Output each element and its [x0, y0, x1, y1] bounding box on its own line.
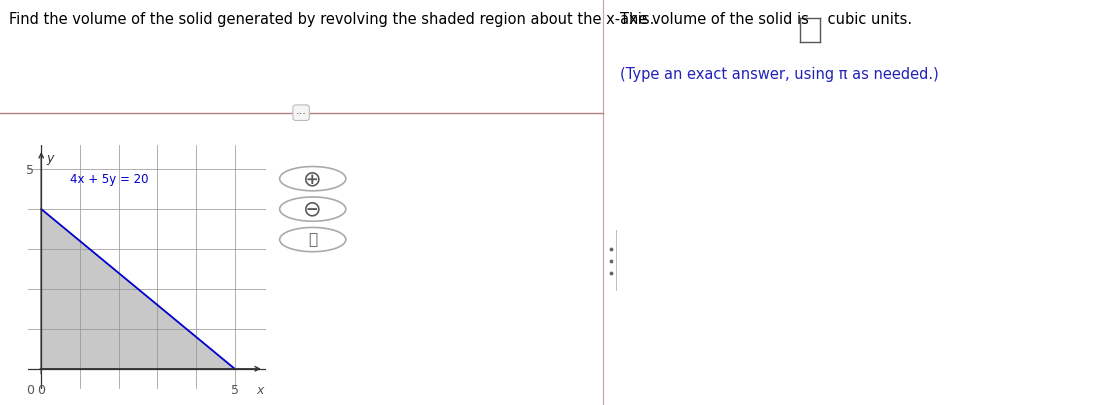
Text: ⊕: ⊕ — [303, 169, 322, 189]
Text: ⧉: ⧉ — [308, 232, 318, 247]
Circle shape — [280, 228, 345, 252]
Text: 5: 5 — [230, 383, 239, 396]
Text: ⊖: ⊖ — [303, 199, 322, 219]
Circle shape — [280, 198, 345, 222]
Text: (Type an exact answer, using π as needed.): (Type an exact answer, using π as needed… — [620, 67, 939, 82]
Text: 5: 5 — [27, 163, 34, 176]
Text: 4x + 5y = 20: 4x + 5y = 20 — [70, 173, 148, 185]
Text: y: y — [45, 152, 53, 165]
Text: 0: 0 — [27, 383, 34, 396]
FancyBboxPatch shape — [606, 227, 617, 295]
Text: Find the volume of the solid generated by revolving the shaded region about the : Find the volume of the solid generated b… — [9, 12, 654, 27]
Text: x: x — [256, 383, 263, 396]
Circle shape — [280, 167, 345, 191]
Polygon shape — [41, 209, 235, 369]
Text: The volume of the solid is: The volume of the solid is — [620, 12, 809, 27]
Text: cubic units.: cubic units. — [823, 12, 912, 27]
Text: 0: 0 — [38, 383, 45, 396]
Text: ···: ··· — [296, 109, 307, 118]
